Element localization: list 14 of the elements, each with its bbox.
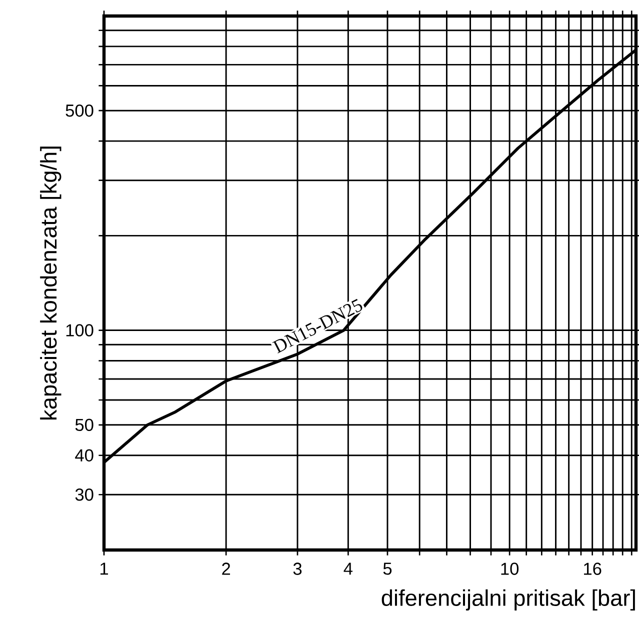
y-axis-title: kapacitet kondenzata [kg/h] <box>40 146 62 420</box>
x-tick-label: 1 <box>100 562 108 575</box>
y-tick-label: 30 <box>75 488 94 501</box>
x-tick-label: 4 <box>344 562 352 575</box>
y-tick-label: 100 <box>66 324 94 336</box>
y-tick-label: 500 <box>66 104 94 117</box>
x-tick-label: 2 <box>222 562 230 575</box>
x-tick-label: 16 <box>584 562 602 575</box>
y-tick-label: 40 <box>75 449 94 462</box>
y-tick-label: 50 <box>75 418 94 432</box>
x-tick-label: 3 <box>293 562 302 575</box>
x-axis-title: diferencijalni pritisak [bar] <box>382 589 635 610</box>
x-tick-label: 10 <box>501 562 519 575</box>
x-tick-label: 5 <box>383 562 392 575</box>
